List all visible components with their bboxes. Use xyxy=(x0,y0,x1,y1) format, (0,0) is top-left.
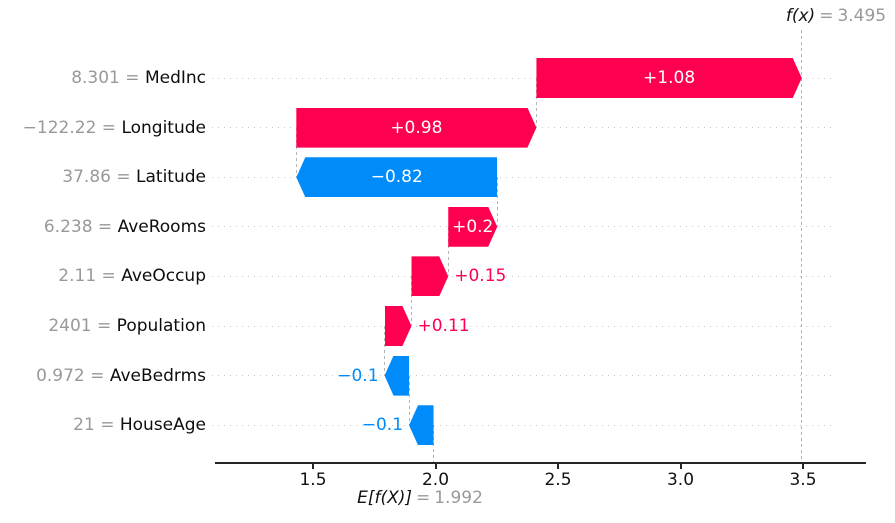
feature-name-averooms: AveRooms xyxy=(117,216,206,237)
feature-value-latitude: 37.86 = xyxy=(62,167,137,188)
feature-value-houseage: 21 = xyxy=(73,415,120,436)
connector-aveoccup-population xyxy=(410,276,412,326)
feature-label-medinc: 8.301 = MedInc xyxy=(0,68,206,88)
feature-value-aveoccup: 2.11 = xyxy=(58,266,122,287)
fx-annotation-value: 3.495 xyxy=(837,6,887,26)
ef-annotation-value: 1.992 xyxy=(434,488,483,508)
row-gridline-houseage xyxy=(212,424,832,426)
contribution-label-medinc: +1.08 xyxy=(643,68,696,88)
feature-value-averooms: 6.238 = xyxy=(43,216,118,237)
connector-medinc-longitude xyxy=(535,78,537,128)
x-axis-tick-label: 2.5 xyxy=(544,470,572,490)
feature-value-avebedrms: 0.972 = xyxy=(36,365,110,386)
feature-name-longitude: Longitude xyxy=(121,117,206,138)
x-axis-tick-label: 1.5 xyxy=(299,470,327,490)
feature-name-population: Population xyxy=(116,316,206,336)
contribution-label-latitude: −0.82 xyxy=(370,167,423,188)
x-axis-tick-label: 3.5 xyxy=(789,470,817,490)
contribution-label-aveoccup: +0.15 xyxy=(454,266,507,287)
feature-label-avebedrms: 0.972 = AveBedrms xyxy=(0,366,206,386)
feature-name-aveoccup: AveOccup xyxy=(121,266,206,287)
feature-label-houseage: 21 = HouseAge xyxy=(0,415,206,435)
bar-longitude: +0.98 xyxy=(296,108,536,148)
fx-annotation-function: f(x) xyxy=(785,6,816,26)
feature-name-latitude: Latitude xyxy=(136,167,206,188)
feature-value-medinc: 8.301 = xyxy=(71,68,145,88)
connector-population-avebedrms xyxy=(384,326,386,376)
row-gridline-medinc xyxy=(212,77,832,79)
row-gridline-avebedrms xyxy=(212,375,832,377)
x-axis-line xyxy=(215,462,866,464)
base-value-line xyxy=(433,425,435,462)
ef-annotation-function: E[f(X)] xyxy=(357,488,412,508)
x-axis-tick xyxy=(312,464,314,469)
fx-annotation-equals: = xyxy=(819,6,834,26)
contribution-label-averooms: +0.2 xyxy=(452,216,494,237)
x-axis-tick-label: 2.0 xyxy=(421,470,450,490)
x-axis-tick xyxy=(679,464,682,469)
bar-houseage xyxy=(409,405,434,446)
feature-label-aveoccup: 2.11 = AveOccup xyxy=(0,266,206,286)
feature-name-avebedrms: AveBedrms xyxy=(109,365,206,386)
x-axis-tick xyxy=(802,464,804,469)
x-axis-tick xyxy=(557,464,559,469)
bar-latitude: −0.82 xyxy=(296,157,498,198)
ef-annotation-equals: = xyxy=(415,488,431,508)
connector-latitude-averooms xyxy=(496,177,498,227)
bar-avebedrms xyxy=(384,355,410,396)
bar-averooms: +0.2 xyxy=(448,207,497,247)
row-gridline-aveoccup xyxy=(212,275,832,277)
connector-avebedrms-houseage xyxy=(408,375,410,426)
row-gridline-population xyxy=(212,325,832,327)
feature-label-averooms: 6.238 = AveRooms xyxy=(0,217,206,237)
connector-longitude-latitude xyxy=(295,127,297,178)
feature-value-longitude: −122.22 = xyxy=(22,117,122,138)
bar-aveoccup xyxy=(411,256,448,296)
feature-label-population: 2401 = Population xyxy=(0,316,206,336)
fx-value-line xyxy=(801,30,803,462)
contribution-label-longitude: +0.98 xyxy=(390,117,443,138)
feature-value-population: 2401 = xyxy=(48,316,117,336)
bar-population xyxy=(385,306,412,346)
x-axis-tick xyxy=(434,464,437,469)
contribution-label-population: +0.11 xyxy=(417,316,470,336)
row-gridline-averooms xyxy=(212,226,832,228)
connector-averooms-aveoccup xyxy=(447,226,449,277)
ef-annotation: E[f(X)] = 1.992 xyxy=(357,488,483,508)
contribution-label-houseage: −0.1 xyxy=(361,415,404,436)
row-gridline-latitude xyxy=(212,176,832,178)
x-axis-tick-label: 3.0 xyxy=(666,470,695,490)
feature-name-medinc: MedInc xyxy=(144,68,206,88)
contribution-label-avebedrms: −0.1 xyxy=(337,365,379,386)
feature-label-latitude: 37.86 = Latitude xyxy=(0,167,206,187)
feature-label-longitude: −122.22 = Longitude xyxy=(0,118,206,138)
fx-annotation: f(x) = 3.495 xyxy=(786,6,886,26)
feature-name-houseage: HouseAge xyxy=(119,415,206,436)
bar-medinc: +1.08 xyxy=(536,58,801,98)
